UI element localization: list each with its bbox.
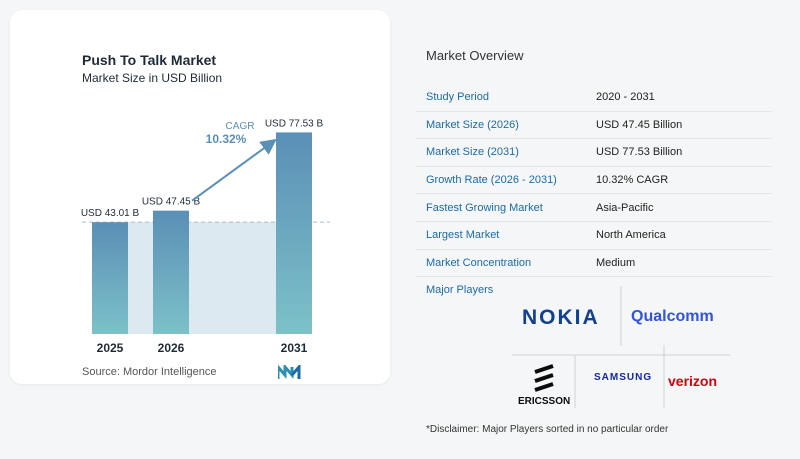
bar-chart: USD 43.01 B 2025 USD 47.45 B 2026 USD 77.53 … [81, 118, 330, 355]
source-note: Source: Mordor Intelligence [82, 366, 217, 378]
table-row: Market Concentration Medium [416, 249, 772, 278]
row-value: USD 77.53 Billion [586, 138, 772, 167]
chart-subtitle: Market Size in USD Billion [82, 71, 223, 85]
row-value: Asia-Pacific [586, 193, 772, 222]
nokia-logo: NOKIA [522, 306, 600, 329]
major-players-title: Major Players [426, 284, 494, 296]
row-key: Largest Market [416, 221, 586, 250]
bar-2031 [276, 132, 312, 334]
table-row: Market Size (2026) USD 47.45 Billion [416, 111, 772, 140]
x-tick-label: 2031 [281, 341, 308, 355]
data-label: USD 77.53 B [265, 118, 324, 129]
samsung-logo: SAMSUNG [594, 372, 653, 383]
overview-table: Study Period 2020 - 2031 Market Size (202… [416, 84, 772, 278]
x-tick-label: 2026 [158, 341, 185, 355]
row-key: Study Period [416, 84, 586, 112]
overview-title: Market Overview [426, 48, 524, 63]
data-label: USD 43.01 B [81, 208, 140, 219]
row-value: USD 47.45 Billion [586, 111, 772, 140]
row-value: Medium [586, 249, 772, 278]
row-value: 10.32% CAGR [586, 166, 772, 195]
row-key: Growth Rate (2026 - 2031) [416, 166, 586, 195]
table-row: Market Size (2031) USD 77.53 Billion [416, 138, 772, 167]
verizon-logo: verizon [668, 373, 718, 389]
table-row: Fastest Growing Market Asia-Pacific [416, 193, 772, 222]
disclaimer: *Disclaimer: Major Players sorted in no … [426, 424, 669, 435]
ericsson-logo: ERICSSON [518, 396, 571, 407]
row-key: Market Size (2031) [416, 138, 586, 167]
cagr-label: CAGR [226, 121, 255, 132]
x-tick-label: 2025 [97, 341, 124, 355]
mordor-logo-icon [278, 365, 301, 379]
row-key: Market Concentration [416, 249, 586, 278]
row-key: Fastest Growing Market [416, 193, 586, 222]
cagr-value: 10.32% [206, 132, 247, 146]
ericsson-logo-icon [534, 364, 554, 392]
table-row: Growth Rate (2026 - 2031) 10.32% CAGR [416, 166, 772, 195]
table-row: Study Period 2020 - 2031 [416, 84, 772, 112]
table-row: Largest Market North America [416, 221, 772, 250]
row-key: Market Size (2026) [416, 111, 586, 140]
bar-2025 [92, 222, 128, 334]
chart-title: Push To Talk Market [82, 52, 217, 68]
data-label: USD 47.45 B [142, 197, 201, 208]
bar-2026 [153, 210, 189, 334]
row-value: 2020 - 2031 [586, 84, 772, 112]
qualcomm-logo: Qualcomm [631, 308, 714, 325]
row-value: North America [586, 221, 772, 250]
cagr-arrow [191, 138, 277, 202]
